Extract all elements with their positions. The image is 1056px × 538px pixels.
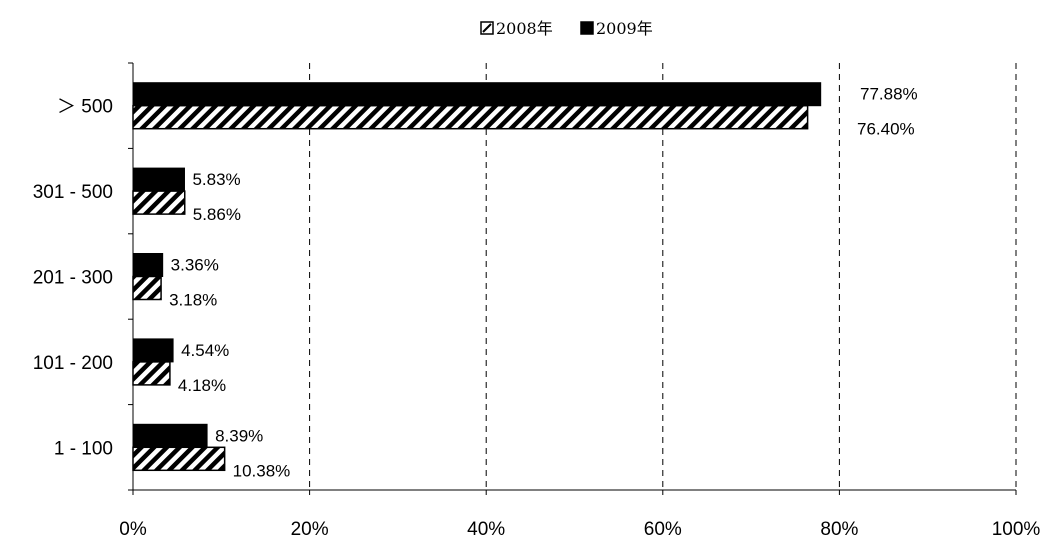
category-label: 301 - 500 — [33, 182, 113, 203]
x-tick-label: 80% — [820, 519, 858, 538]
category-label: 101 - 200 — [33, 353, 113, 374]
data-label-2009: 77.88% — [860, 85, 918, 104]
category-label: 201 - 300 — [33, 268, 113, 289]
bar-2009 — [132, 82, 822, 107]
legend: 2008年 2009年 — [480, 19, 653, 38]
bar-2008 — [132, 361, 171, 386]
axes: 0% 20% 40% 60% 80% 100% ＞ 500 301 - 500 201 - 30… — [33, 62, 1041, 538]
data-label-2009: 3.36% — [171, 256, 219, 275]
bar-2008 — [132, 275, 162, 301]
data-label-2008: 76.40% — [857, 120, 915, 139]
bar-2009 — [132, 253, 164, 277]
bars — [132, 82, 822, 472]
legend-swatch-2009 — [580, 21, 594, 35]
category-label: ＞ 500 — [57, 97, 113, 118]
gridlines — [309, 63, 1017, 490]
bar-2009 — [132, 338, 174, 363]
data-label-2008: 5.86% — [193, 205, 241, 224]
x-tick-label: 0% — [119, 519, 147, 538]
x-tick-label: 60% — [644, 519, 682, 538]
bar-2008 — [132, 446, 226, 472]
bar-2008 — [132, 104, 809, 130]
legend-swatch-hatch — [482, 23, 492, 33]
bar-2009 — [132, 423, 208, 448]
x-tick-label: 20% — [291, 519, 329, 538]
x-tick-label: 40% — [467, 519, 505, 538]
data-label-2009: 8.39% — [215, 426, 263, 445]
legend-label-2008: 2008年 — [496, 19, 553, 38]
data-label-2009: 5.83% — [192, 170, 240, 189]
data-label-2008: 4.18% — [178, 376, 226, 395]
data-label-2009: 4.54% — [181, 341, 229, 360]
data-label-2008: 3.18% — [169, 291, 217, 310]
data-label-2008: 10.38% — [233, 461, 291, 480]
x-tick-label: 100% — [992, 519, 1041, 538]
bar-2008 — [132, 190, 186, 215]
category-label: 1 - 100 — [54, 438, 113, 459]
data-labels: 77.88% 76.40% 5.83% 5.86% 3.36% 3.18% 4.54% 4.1… — [169, 85, 918, 481]
legend-label-2009: 2009年 — [596, 19, 653, 38]
bar-2009 — [132, 167, 185, 192]
